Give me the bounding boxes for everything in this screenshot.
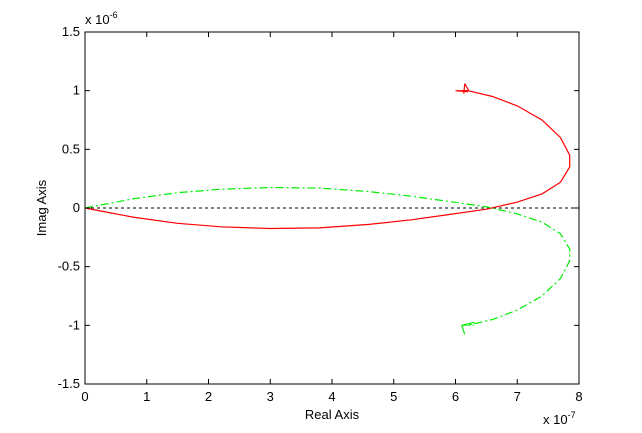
y-tick-label: -1	[68, 317, 80, 332]
x-scale-base: x 10	[543, 412, 568, 427]
x-scale-label: x 10-7	[543, 410, 576, 427]
x-tick-label: 5	[390, 389, 397, 404]
y-tick-label: 0.5	[62, 141, 80, 156]
x-tick-label: 8	[575, 389, 582, 404]
x-tick-label: 6	[452, 389, 459, 404]
y-tick-label: 1	[73, 83, 80, 98]
series-arrow-1	[463, 83, 470, 94]
series-line-1	[84, 90, 571, 230]
x-tick-label: 2	[205, 389, 212, 404]
x-tick-label: 7	[514, 389, 521, 404]
y-axis-label: Imag Axis	[34, 179, 49, 236]
y-tick-label: -1.5	[58, 376, 80, 391]
x-axis-label: Real Axis	[305, 407, 360, 422]
y-tick-label: 0	[73, 200, 80, 215]
y-tick-label: 1.5	[62, 24, 80, 39]
x-tick-label: 1	[143, 389, 150, 404]
series-group	[84, 83, 571, 335]
x-ticks: 0 1 2 3 4 5 6 7 8	[81, 32, 583, 404]
x-tick-label: 3	[267, 389, 274, 404]
y-scale-exponent: -6	[110, 10, 118, 20]
y-tick-label: -0.5	[58, 259, 80, 274]
y-ticks: -1.5 -1 -0.5 0 0.5 1 1.5	[58, 24, 579, 391]
y-scale-label: x 10-6	[85, 10, 118, 27]
series-line-2	[84, 186, 571, 326]
x-tick-label: 4	[328, 389, 335, 404]
x-scale-exponent: -7	[568, 410, 576, 420]
series-arrow-2	[461, 321, 475, 335]
x-tick-label: 0	[81, 389, 88, 404]
y-scale-base: x 10	[85, 12, 110, 27]
